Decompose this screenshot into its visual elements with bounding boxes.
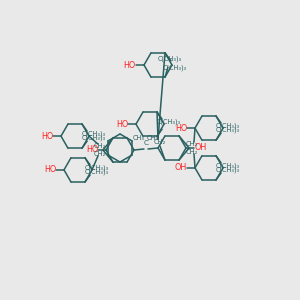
- Text: C: C: [143, 140, 148, 146]
- Text: CH₃: CH₃: [133, 135, 145, 141]
- Text: HO: HO: [123, 61, 135, 70]
- Text: CH₃: CH₃: [147, 135, 159, 141]
- Text: C(CH₃)₃: C(CH₃)₃: [82, 131, 106, 137]
- Text: HO: HO: [116, 120, 128, 129]
- Text: C(CH₃)₃: C(CH₃)₃: [85, 165, 109, 171]
- Text: HO: HO: [41, 132, 53, 141]
- Text: CH₂: CH₂: [154, 139, 166, 145]
- Text: CH₂: CH₂: [186, 149, 198, 155]
- Text: HO: HO: [44, 165, 56, 174]
- Text: CH₂: CH₂: [94, 151, 106, 157]
- Text: C(CH₃)₃: C(CH₃)₃: [216, 127, 240, 133]
- Text: C(CH₃)₃: C(CH₃)₃: [163, 64, 187, 71]
- Text: C(CH₃)₃: C(CH₃)₃: [82, 135, 106, 141]
- Text: OH: OH: [195, 143, 207, 152]
- Text: C(CH₃)₃: C(CH₃)₃: [216, 167, 240, 173]
- Text: HO: HO: [175, 124, 187, 133]
- Text: C(CH₃)₃: C(CH₃)₃: [216, 163, 240, 169]
- Text: CH₂: CH₂: [186, 141, 198, 147]
- Text: C(CH₃)₃: C(CH₃)₃: [157, 119, 181, 125]
- Text: C(CH₃)₃: C(CH₃)₃: [85, 169, 109, 175]
- Text: HO: HO: [86, 146, 98, 154]
- Text: OH: OH: [175, 164, 187, 172]
- Text: C(CH₃)₃: C(CH₃)₃: [216, 123, 240, 130]
- Text: CH₂: CH₂: [94, 143, 106, 149]
- Text: C(CH₃)₃: C(CH₃)₃: [158, 56, 182, 62]
